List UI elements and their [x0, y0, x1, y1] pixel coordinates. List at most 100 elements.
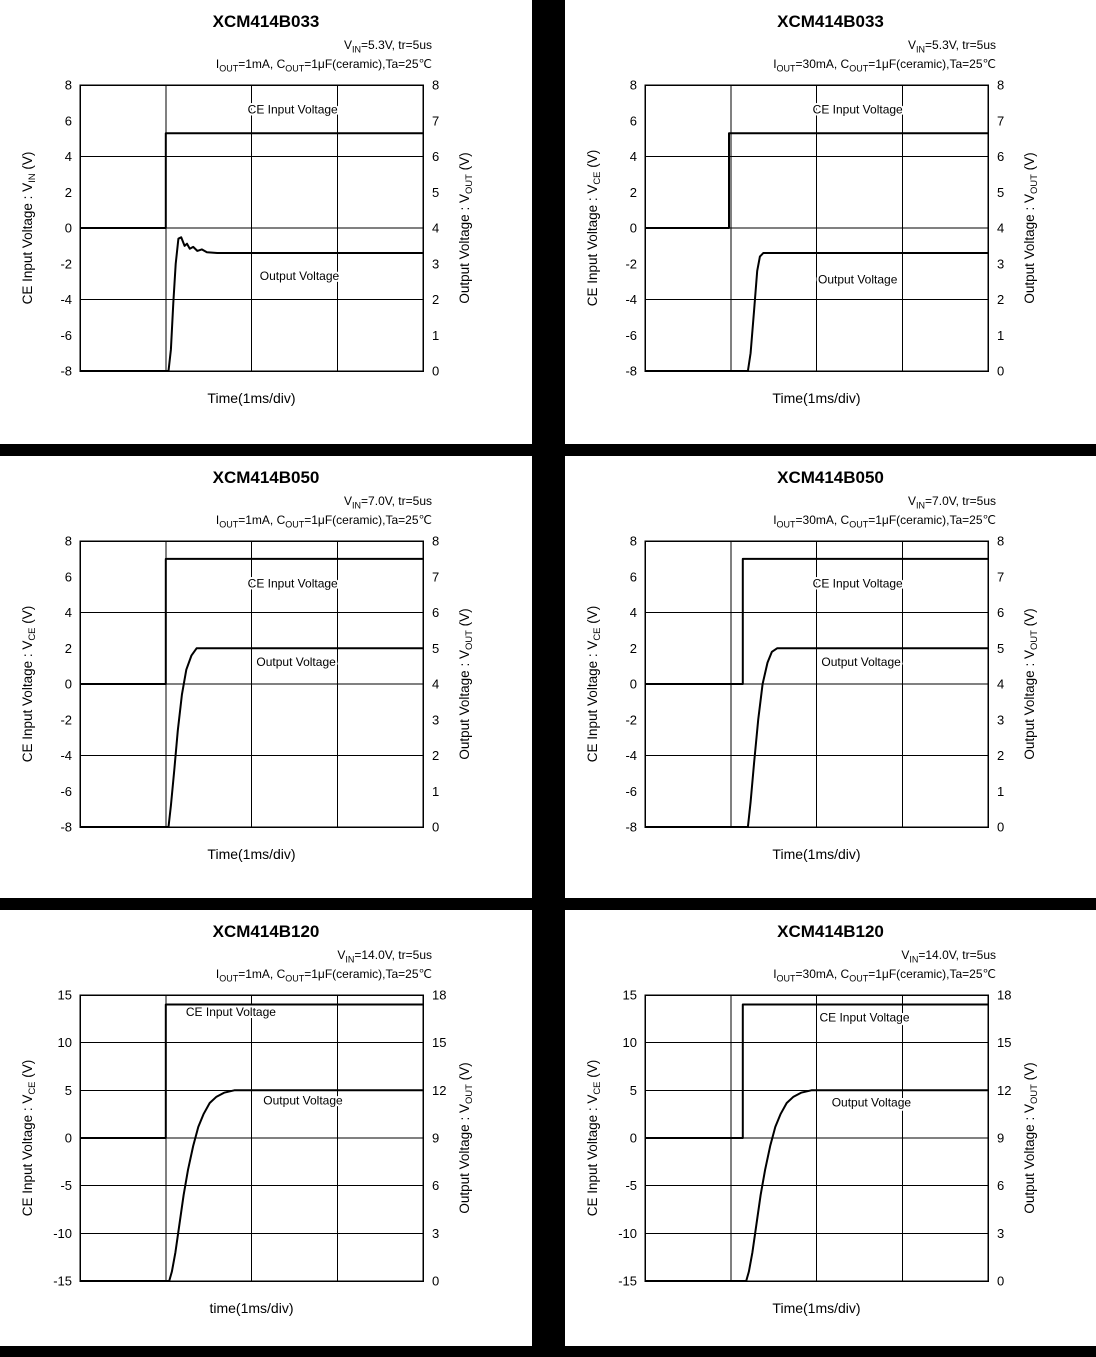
left-tick-label: 6 [65, 569, 72, 584]
right-tick-label: 9 [997, 1130, 1004, 1145]
right-tick-label: 3 [432, 1226, 439, 1241]
conditions-line-2: IOUT=30mA, COUT=1μF(ceramic),Ta=25℃ [773, 512, 996, 530]
left-tick-label: -2 [60, 256, 72, 271]
left-tick-label: -4 [60, 292, 72, 307]
right-tick-label: 0 [997, 819, 1004, 834]
right-tick-label: 8 [432, 533, 439, 548]
right-tick-label: 0 [432, 363, 439, 378]
left-tick-label: -6 [625, 784, 637, 799]
left-tick-label: 2 [630, 185, 637, 200]
chart-conditions: VIN=7.0V, tr=5us IOUT=1mA, COUT=1μF(cera… [0, 493, 532, 531]
right-tick-label: 7 [997, 113, 1004, 128]
left-tick-label: -10 [618, 1226, 637, 1241]
x-axis-title: time(1ms/div) [209, 1300, 293, 1316]
left-tick-label: -4 [60, 748, 72, 763]
chart-svg: 15 10 5 0 -5 -10 -15 18 15 12 9 6 3 0 CE Input Voltage… [585, 987, 1040, 1316]
right-tick-label: 3 [432, 256, 439, 271]
x-axis-title: Time(1ms/div) [772, 846, 860, 862]
chart-conditions: VIN=7.0V, tr=5us IOUT=30mA, COUT=1μF(cer… [565, 493, 1096, 531]
left-axis-title: CE Input Voltage : VCE (V) [585, 606, 603, 762]
trace-label: CE Input Voltage [813, 576, 903, 590]
right-tick-label: 2 [432, 748, 439, 763]
right-tick-label: 9 [432, 1130, 439, 1145]
right-axis-title: Output Voltage : VOUT (V) [1022, 152, 1040, 303]
conditions-line-1: VIN=5.3V, tr=5us [344, 38, 432, 55]
right-tick-label: 2 [997, 292, 1004, 307]
output-voltage-trace [645, 1089, 988, 1282]
chart-title: XCM414B120 [777, 922, 884, 941]
right-tick-label: 5 [432, 641, 439, 656]
left-tick-label: -2 [60, 712, 72, 727]
conditions-line-1: VIN=5.3V, tr=5us [908, 38, 996, 55]
left-axis-tick-labels: 8 6 4 2 0 -2 -4 -6 -8 [625, 77, 637, 378]
right-tick-label: 6 [432, 149, 439, 164]
left-tick-label: -8 [625, 819, 637, 834]
chart-panel-4: XCM414B050 VIN=7.0V, tr=5us IOUT=30mA, C… [565, 456, 1096, 898]
conditions-line-1: VIN=7.0V, tr=5us [344, 494, 432, 511]
right-tick-label: 0 [432, 1273, 439, 1288]
left-axis-title: CE Input Voltage : VCE (V) [20, 606, 38, 762]
chart-title: XCM414B050 [777, 468, 884, 487]
right-tick-label: 7 [432, 569, 439, 584]
left-tick-label: -8 [60, 819, 72, 834]
chart-svg: 8 6 4 2 0 -2 -4 -6 -8 8 7 6 5 4 3 2 1 0 CE Input Voltage :… [20, 533, 475, 862]
trace-label: Output Voltage [260, 269, 340, 283]
conditions-line-2: IOUT=30mA, COUT=1μF(ceramic),Ta=25℃ [773, 966, 996, 984]
chart-canvas: 8 6 4 2 0 -2 -4 -6 -8 8 7 6 5 4 3 2 1 0 CE Input Voltage :… [565, 77, 1096, 417]
chart-canvas: 15 10 5 0 -5 -10 -15 18 15 12 9 6 3 0 CE Input Voltage… [0, 987, 532, 1327]
left-tick-label: 2 [65, 641, 72, 656]
right-tick-label: 5 [432, 185, 439, 200]
chart-canvas: 8 6 4 2 0 -2 -4 -6 -8 8 7 6 5 4 3 2 1 0 CE Input Voltage :… [565, 533, 1096, 873]
x-axis-title: Time(1ms/div) [207, 390, 295, 406]
left-tick-label: -5 [625, 1178, 637, 1193]
right-axis-tick-labels: 8 7 6 5 4 3 2 1 0 [432, 533, 439, 834]
chart-conditions: VIN=5.3V, tr=5us IOUT=30mA, COUT=1μF(cer… [565, 37, 1096, 75]
left-tick-label: -4 [625, 292, 637, 307]
chart-panel-5: XCM414B120 VIN=14.0V, tr=5us IOUT=1mA, C… [0, 910, 532, 1346]
conditions-line-1: VIN=14.0V, tr=5us [901, 948, 996, 965]
left-tick-label: 4 [630, 605, 637, 620]
right-axis-tick-labels: 18 15 12 9 6 3 0 [997, 987, 1011, 1288]
output-voltage-trace [80, 1089, 423, 1282]
right-tick-label: 12 [997, 1083, 1011, 1098]
left-tick-label: -4 [625, 748, 637, 763]
left-axis-tick-labels: 8 6 4 2 0 -2 -4 -6 -8 [625, 533, 637, 834]
right-tick-label: 3 [432, 712, 439, 727]
chart-title: XCM414B033 [777, 12, 884, 31]
left-axis-title: CE Input Voltage : VIN (V) [20, 152, 38, 305]
right-tick-label: 7 [432, 113, 439, 128]
ce-input-voltage-trace [80, 557, 423, 685]
chart-canvas: 15 10 5 0 -5 -10 -15 18 15 12 9 6 3 0 CE Input Voltage… [565, 987, 1096, 1327]
right-tick-label: 15 [432, 1035, 446, 1050]
right-tick-label: 1 [997, 784, 1004, 799]
right-tick-label: 0 [432, 819, 439, 834]
conditions-line-2: IOUT=30mA, COUT=1μF(ceramic),Ta=25℃ [773, 56, 996, 74]
conditions-line-1: VIN=14.0V, tr=5us [337, 948, 432, 965]
trace-label: CE Input Voltage [819, 1011, 909, 1025]
right-axis-title: Output Voltage : VOUT (V) [457, 152, 475, 303]
left-tick-label: -6 [60, 784, 72, 799]
chart-conditions: VIN=14.0V, tr=5us IOUT=1mA, COUT=1μF(cer… [0, 947, 532, 985]
right-tick-label: 4 [997, 676, 1004, 691]
x-axis-title: Time(1ms/div) [772, 1300, 860, 1316]
trace-label: Output Voltage [821, 655, 901, 669]
output-voltage-trace [645, 251, 988, 372]
left-tick-label: -10 [53, 1226, 72, 1241]
chart-title: XCM414B120 [212, 922, 320, 941]
left-tick-label: -2 [625, 256, 637, 271]
left-axis-title: CE Input Voltage : VCE (V) [585, 1060, 603, 1216]
trace-label: CE Input Voltage [248, 103, 338, 117]
trace-label: CE Input Voltage [248, 576, 338, 590]
left-tick-label: 4 [65, 149, 72, 164]
left-tick-label: -15 [53, 1273, 72, 1288]
left-tick-label: 15 [58, 987, 72, 1002]
left-tick-label: 8 [630, 533, 637, 548]
left-tick-label: 8 [65, 533, 72, 548]
right-axis-tick-labels: 18 15 12 9 6 3 0 [432, 987, 446, 1288]
chart-panel-3: XCM414B050 VIN=7.0V, tr=5us IOUT=1mA, CO… [0, 456, 532, 898]
ce-input-voltage-trace [645, 132, 988, 229]
ce-input-voltage-trace [80, 132, 423, 229]
chart-svg: 8 6 4 2 0 -2 -4 -6 -8 8 7 6 5 4 3 2 1 0 CE Input Voltage :… [585, 533, 1040, 862]
output-voltage-trace [80, 236, 423, 372]
